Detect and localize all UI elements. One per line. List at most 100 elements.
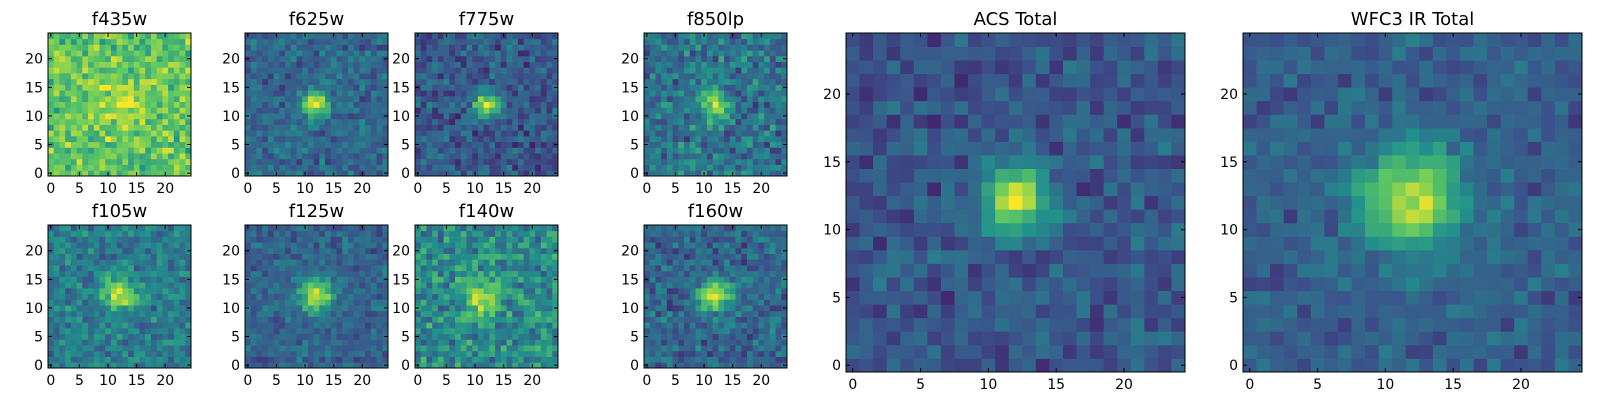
pixel-cell xyxy=(1062,100,1077,115)
pixel-cell xyxy=(179,44,186,51)
pixel-cell xyxy=(1157,33,1172,47)
pixel-cell xyxy=(415,61,422,68)
pixel-cell xyxy=(1144,209,1159,224)
pixel-cell xyxy=(128,61,135,68)
pixel-cell xyxy=(1541,114,1556,129)
pixel-cell xyxy=(1283,195,1298,210)
x-tick-label: 20 xyxy=(523,181,541,197)
pixel-cell xyxy=(483,164,490,171)
pixel-cell xyxy=(741,107,748,114)
pixel-cell xyxy=(307,38,315,45)
pixel-cell xyxy=(1365,222,1379,237)
pixel-cell xyxy=(483,90,490,97)
pixel-cell xyxy=(173,322,180,329)
pixel-cell xyxy=(1554,87,1569,102)
pixel-cell xyxy=(701,73,708,80)
pixel-cell xyxy=(1392,277,1407,292)
pixel-cell xyxy=(128,95,135,103)
pixel-cell xyxy=(1310,73,1325,88)
pixel-cell xyxy=(506,50,513,57)
pixel-cell xyxy=(1171,168,1186,183)
pixel-cell xyxy=(307,327,315,335)
pixel-cell xyxy=(250,153,257,160)
pixel-cell xyxy=(775,67,782,74)
pixel-cell xyxy=(886,155,901,169)
pixel-cell xyxy=(489,50,496,57)
pixel-cell xyxy=(489,44,496,51)
pixel-cell xyxy=(1049,344,1064,359)
pixel-cell xyxy=(133,78,140,85)
pixel-cell xyxy=(1297,155,1312,169)
pixel-cell xyxy=(746,158,754,165)
pixel-cell xyxy=(466,147,473,154)
pixel-cell xyxy=(775,38,782,45)
pixel-cell xyxy=(267,310,274,317)
pixel-cell xyxy=(666,61,673,68)
pixel-cell xyxy=(940,236,955,251)
pixel-cell xyxy=(552,78,559,85)
pixel-cell xyxy=(1514,236,1529,251)
pixel-cell xyxy=(552,38,559,45)
pixel-cell xyxy=(1351,249,1366,264)
pixel-cell xyxy=(1324,114,1339,129)
pixel-cell xyxy=(59,107,66,114)
pixel-cell xyxy=(307,333,315,340)
pixel-cell xyxy=(376,316,383,323)
pixel-cell xyxy=(267,345,274,352)
pixel-cell xyxy=(336,118,343,125)
pixel-cell xyxy=(285,61,292,68)
pixel-cell xyxy=(319,299,326,306)
pixel-cell xyxy=(1432,100,1447,115)
pixel-cell xyxy=(1500,195,1515,210)
pixel-cell xyxy=(712,135,719,143)
pixel-cell xyxy=(746,55,754,62)
pixel-cell xyxy=(347,55,355,62)
pixel-cell xyxy=(267,293,274,300)
pixel-cell xyxy=(443,55,450,62)
pixel-cell xyxy=(1419,277,1434,292)
pixel-cell xyxy=(701,90,708,97)
pixel-cell xyxy=(279,170,286,177)
pixel-cell xyxy=(489,90,496,97)
pixel-cell xyxy=(689,170,696,177)
pixel-cell xyxy=(775,170,782,177)
pixel-cell xyxy=(122,316,129,323)
pixel-cell xyxy=(53,95,60,103)
pixel-cell xyxy=(302,101,309,108)
pixel-cell xyxy=(1144,344,1159,359)
pixel-cell xyxy=(325,107,332,114)
pixel-cell xyxy=(1310,114,1325,129)
pixel-cell xyxy=(540,158,547,165)
pixel-cell xyxy=(105,135,112,143)
pixel-cell xyxy=(1171,222,1186,237)
pixel-cell xyxy=(173,33,180,40)
pixel-cell xyxy=(1324,277,1339,292)
pixel-cell xyxy=(279,55,286,62)
pixel-cell xyxy=(150,130,158,137)
pixel-cell xyxy=(245,135,252,143)
pixel-cell xyxy=(145,293,152,300)
pixel-cell xyxy=(995,73,1010,88)
pixel-cell xyxy=(420,153,427,160)
pixel-cell xyxy=(325,299,332,306)
pixel-cell xyxy=(661,135,668,143)
pixel-cell xyxy=(689,147,696,154)
pixel-cell xyxy=(1270,73,1285,88)
pixel-cell xyxy=(649,67,656,74)
pixel-cell xyxy=(1500,114,1515,129)
pixel-cell xyxy=(319,73,326,80)
pixel-cell xyxy=(546,73,553,80)
pixel-cell xyxy=(307,95,315,103)
pixel-cell xyxy=(279,345,286,352)
pixel-cell xyxy=(927,290,942,305)
pixel-cell xyxy=(701,95,708,103)
pixel-cell xyxy=(672,84,679,91)
x-tick-label: 5 xyxy=(442,181,451,197)
pixel-cell xyxy=(307,130,315,137)
pixel-cell xyxy=(644,130,651,137)
pixel-cell xyxy=(1432,60,1447,75)
pixel-cell xyxy=(353,84,360,91)
pixel-cell xyxy=(523,44,530,51)
pixel-cell xyxy=(179,356,186,363)
